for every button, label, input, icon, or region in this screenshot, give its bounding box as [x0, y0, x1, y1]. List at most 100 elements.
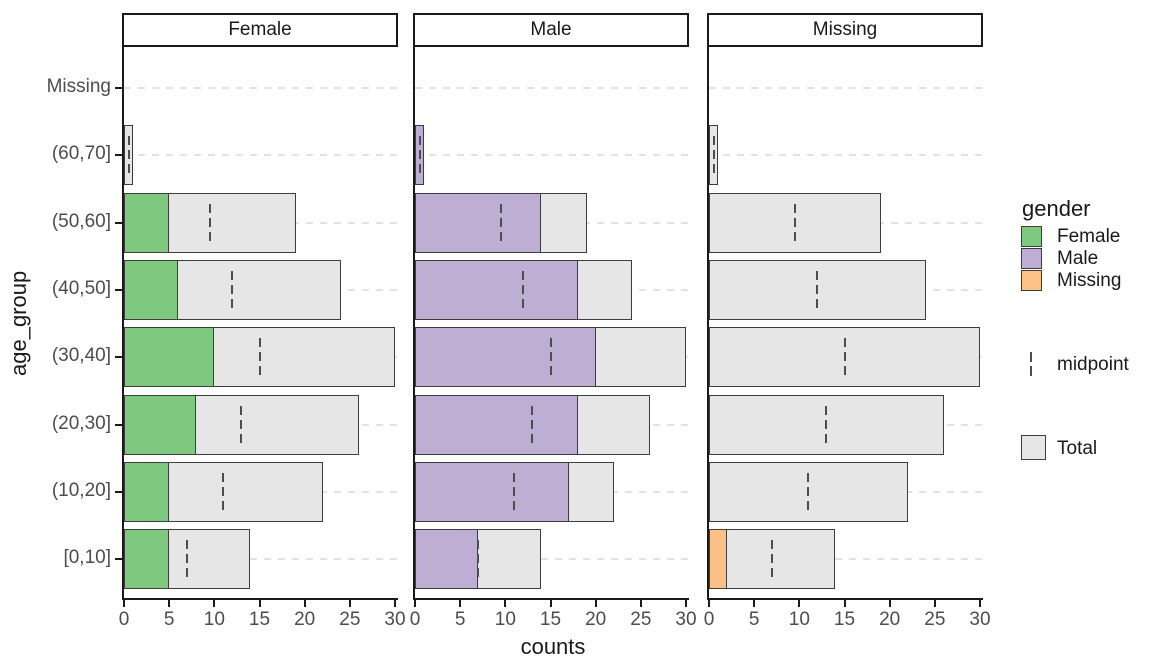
y-axis-label: (50,60] — [51, 210, 111, 232]
facet-panel-male — [413, 47, 689, 600]
y-tick-mark — [115, 490, 122, 493]
facet-strip-label: Male — [530, 19, 572, 40]
y-tick-mark — [115, 288, 122, 291]
bar-male — [415, 394, 578, 455]
legend-swatch-female — [1021, 226, 1042, 247]
bar-male — [415, 529, 479, 590]
midpoint-marker — [222, 472, 225, 511]
y-axis-label: (30,40] — [51, 345, 111, 367]
gridline — [124, 154, 398, 157]
midpoint-marker — [127, 136, 130, 175]
y-axis-label: (10,20] — [51, 479, 111, 501]
x-tick-label: 0 — [118, 609, 130, 630]
y-tick-mark — [115, 558, 122, 561]
y-axis-label: (40,50] — [51, 277, 111, 299]
midpoint-marker — [522, 270, 525, 309]
y-axis-title: age_group — [6, 270, 31, 377]
x-tick-mark — [504, 600, 507, 607]
y-axis-label: (60,70] — [51, 143, 111, 165]
x-tick-label: 25 — [339, 609, 361, 630]
x-axis-female: 0 5 10 15 20 25 30 — [119, 600, 422, 640]
midpoint-marker — [843, 338, 846, 377]
x-tick-label: 15 — [833, 609, 856, 630]
midpoint-marker — [807, 472, 810, 511]
y-axis-label: [0,10] — [63, 547, 111, 569]
x-tick-label: 10 — [203, 609, 225, 630]
x-tick-label: 10 — [494, 609, 516, 630]
x-tick-label: 20 — [294, 609, 316, 630]
bar-male — [415, 327, 596, 388]
facet-strip-label: Missing — [812, 19, 878, 40]
legend-label: Missing — [1057, 270, 1122, 291]
legend: gender Female Male Missing midpoint Total — [1005, 192, 1152, 482]
x-tick-mark — [213, 600, 216, 607]
x-axis-male: 0 5 10 15 20 25 30 — [410, 600, 713, 640]
midpoint-marker — [186, 540, 189, 579]
x-tick-label: 30 — [675, 609, 697, 630]
bar-female — [124, 192, 170, 253]
midpoint-marker — [771, 540, 774, 579]
x-tick-mark — [348, 600, 351, 607]
bar-female — [124, 394, 197, 455]
facet-strip-missing: Missing — [707, 13, 983, 47]
x-tick-mark — [549, 600, 552, 607]
legend-label: Female — [1057, 226, 1121, 247]
gridline — [415, 87, 689, 89]
x-tick-label: 30 — [384, 609, 406, 630]
legend-title: gender — [1022, 196, 1091, 221]
gridline — [709, 87, 983, 89]
x-tick-mark — [258, 600, 261, 607]
x-axis-missing: 0 5 10 15 20 25 30 — [704, 600, 1007, 640]
bar-female — [124, 327, 215, 388]
midpoint-marker — [477, 540, 480, 579]
x-tick-mark — [979, 600, 981, 607]
x-tick-mark — [639, 600, 642, 607]
x-tick-mark — [888, 600, 891, 607]
x-tick-mark — [708, 600, 710, 607]
gridline — [415, 558, 689, 561]
x-tick-mark — [168, 600, 171, 607]
facet-panel-female — [122, 47, 398, 600]
midpoint-marker — [208, 203, 211, 242]
x-tick-mark — [685, 600, 687, 607]
gridline — [709, 154, 983, 157]
y-axis-label: Missing — [46, 76, 111, 97]
gridline — [124, 87, 398, 89]
midpoint-marker — [549, 338, 552, 377]
bar-missing — [709, 529, 728, 590]
midpoint-marker — [825, 405, 828, 444]
y-axis-label: (20,30] — [51, 412, 111, 434]
x-tick-label: 20 — [585, 609, 607, 630]
midpoint-marker — [793, 203, 796, 242]
y-tick-mark — [115, 356, 122, 359]
x-tick-label: 5 — [748, 609, 760, 630]
x-tick-mark — [459, 600, 462, 607]
y-tick-mark — [115, 154, 122, 157]
legend-label: Male — [1057, 248, 1099, 269]
x-tick-mark — [394, 600, 396, 607]
gridline — [709, 558, 983, 561]
legend-swatch-male — [1021, 248, 1042, 269]
legend-swatch-missing — [1021, 270, 1042, 291]
legend-total-swatch — [1021, 435, 1046, 460]
x-tick-mark — [414, 600, 416, 607]
facet-panel-missing — [707, 47, 983, 600]
x-tick-label: 10 — [788, 609, 810, 630]
legend-midpoint-label: midpoint — [1057, 354, 1129, 375]
legend-total-label: Total — [1057, 438, 1098, 459]
midpoint-marker — [712, 136, 715, 175]
midpoint-marker — [513, 472, 516, 511]
bar-female — [124, 529, 170, 590]
y-tick-mark — [115, 87, 122, 89]
facet-strip-female: Female — [122, 13, 398, 47]
x-axis-title: counts — [520, 634, 586, 659]
midpoint-marker — [231, 270, 234, 309]
midpoint-marker — [240, 405, 243, 444]
gridline — [124, 558, 398, 561]
bar-male — [415, 461, 569, 522]
bar-female — [124, 259, 179, 320]
midpoint-marker — [816, 270, 819, 309]
midpoint-marker — [418, 136, 421, 175]
x-tick-label: 5 — [454, 609, 466, 630]
